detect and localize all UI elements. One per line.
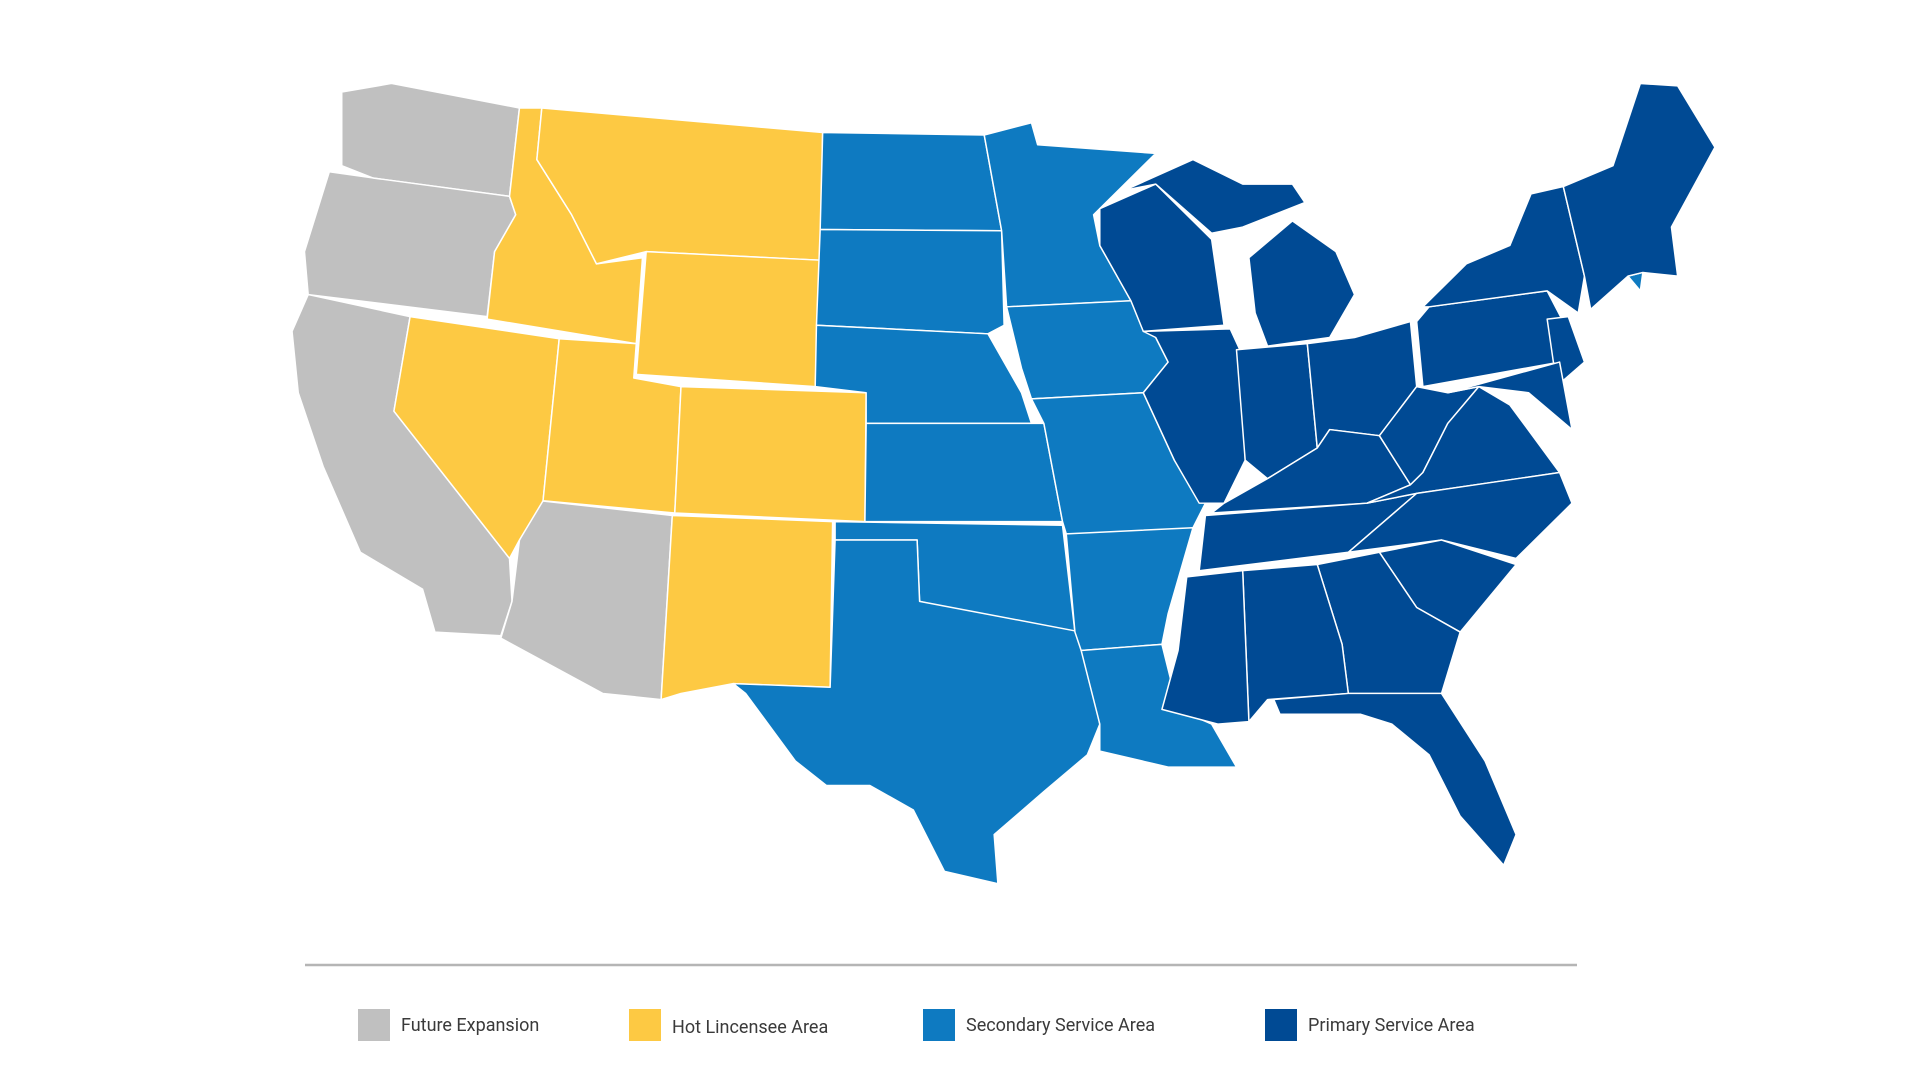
legend-label: Future Expansion <box>401 1015 539 1036</box>
legend-swatch <box>358 1009 390 1041</box>
legend-label: Hot Lincensee Area <box>672 1017 828 1038</box>
us-map <box>291 82 1716 885</box>
primary-region <box>1099 82 1716 866</box>
legend-label: Primary Service Area <box>1308 1015 1475 1036</box>
legend-swatch <box>923 1009 955 1041</box>
future-expansion-region <box>291 82 674 701</box>
legend-label: Secondary Service Area <box>966 1015 1155 1036</box>
legend-swatch <box>1265 1009 1297 1041</box>
licensee-region <box>393 107 867 701</box>
legend-swatch <box>629 1009 661 1041</box>
legend: Future Expansion Hot Lincensee Area Second… <box>358 1009 1475 1041</box>
secondary-region <box>732 121 1644 885</box>
